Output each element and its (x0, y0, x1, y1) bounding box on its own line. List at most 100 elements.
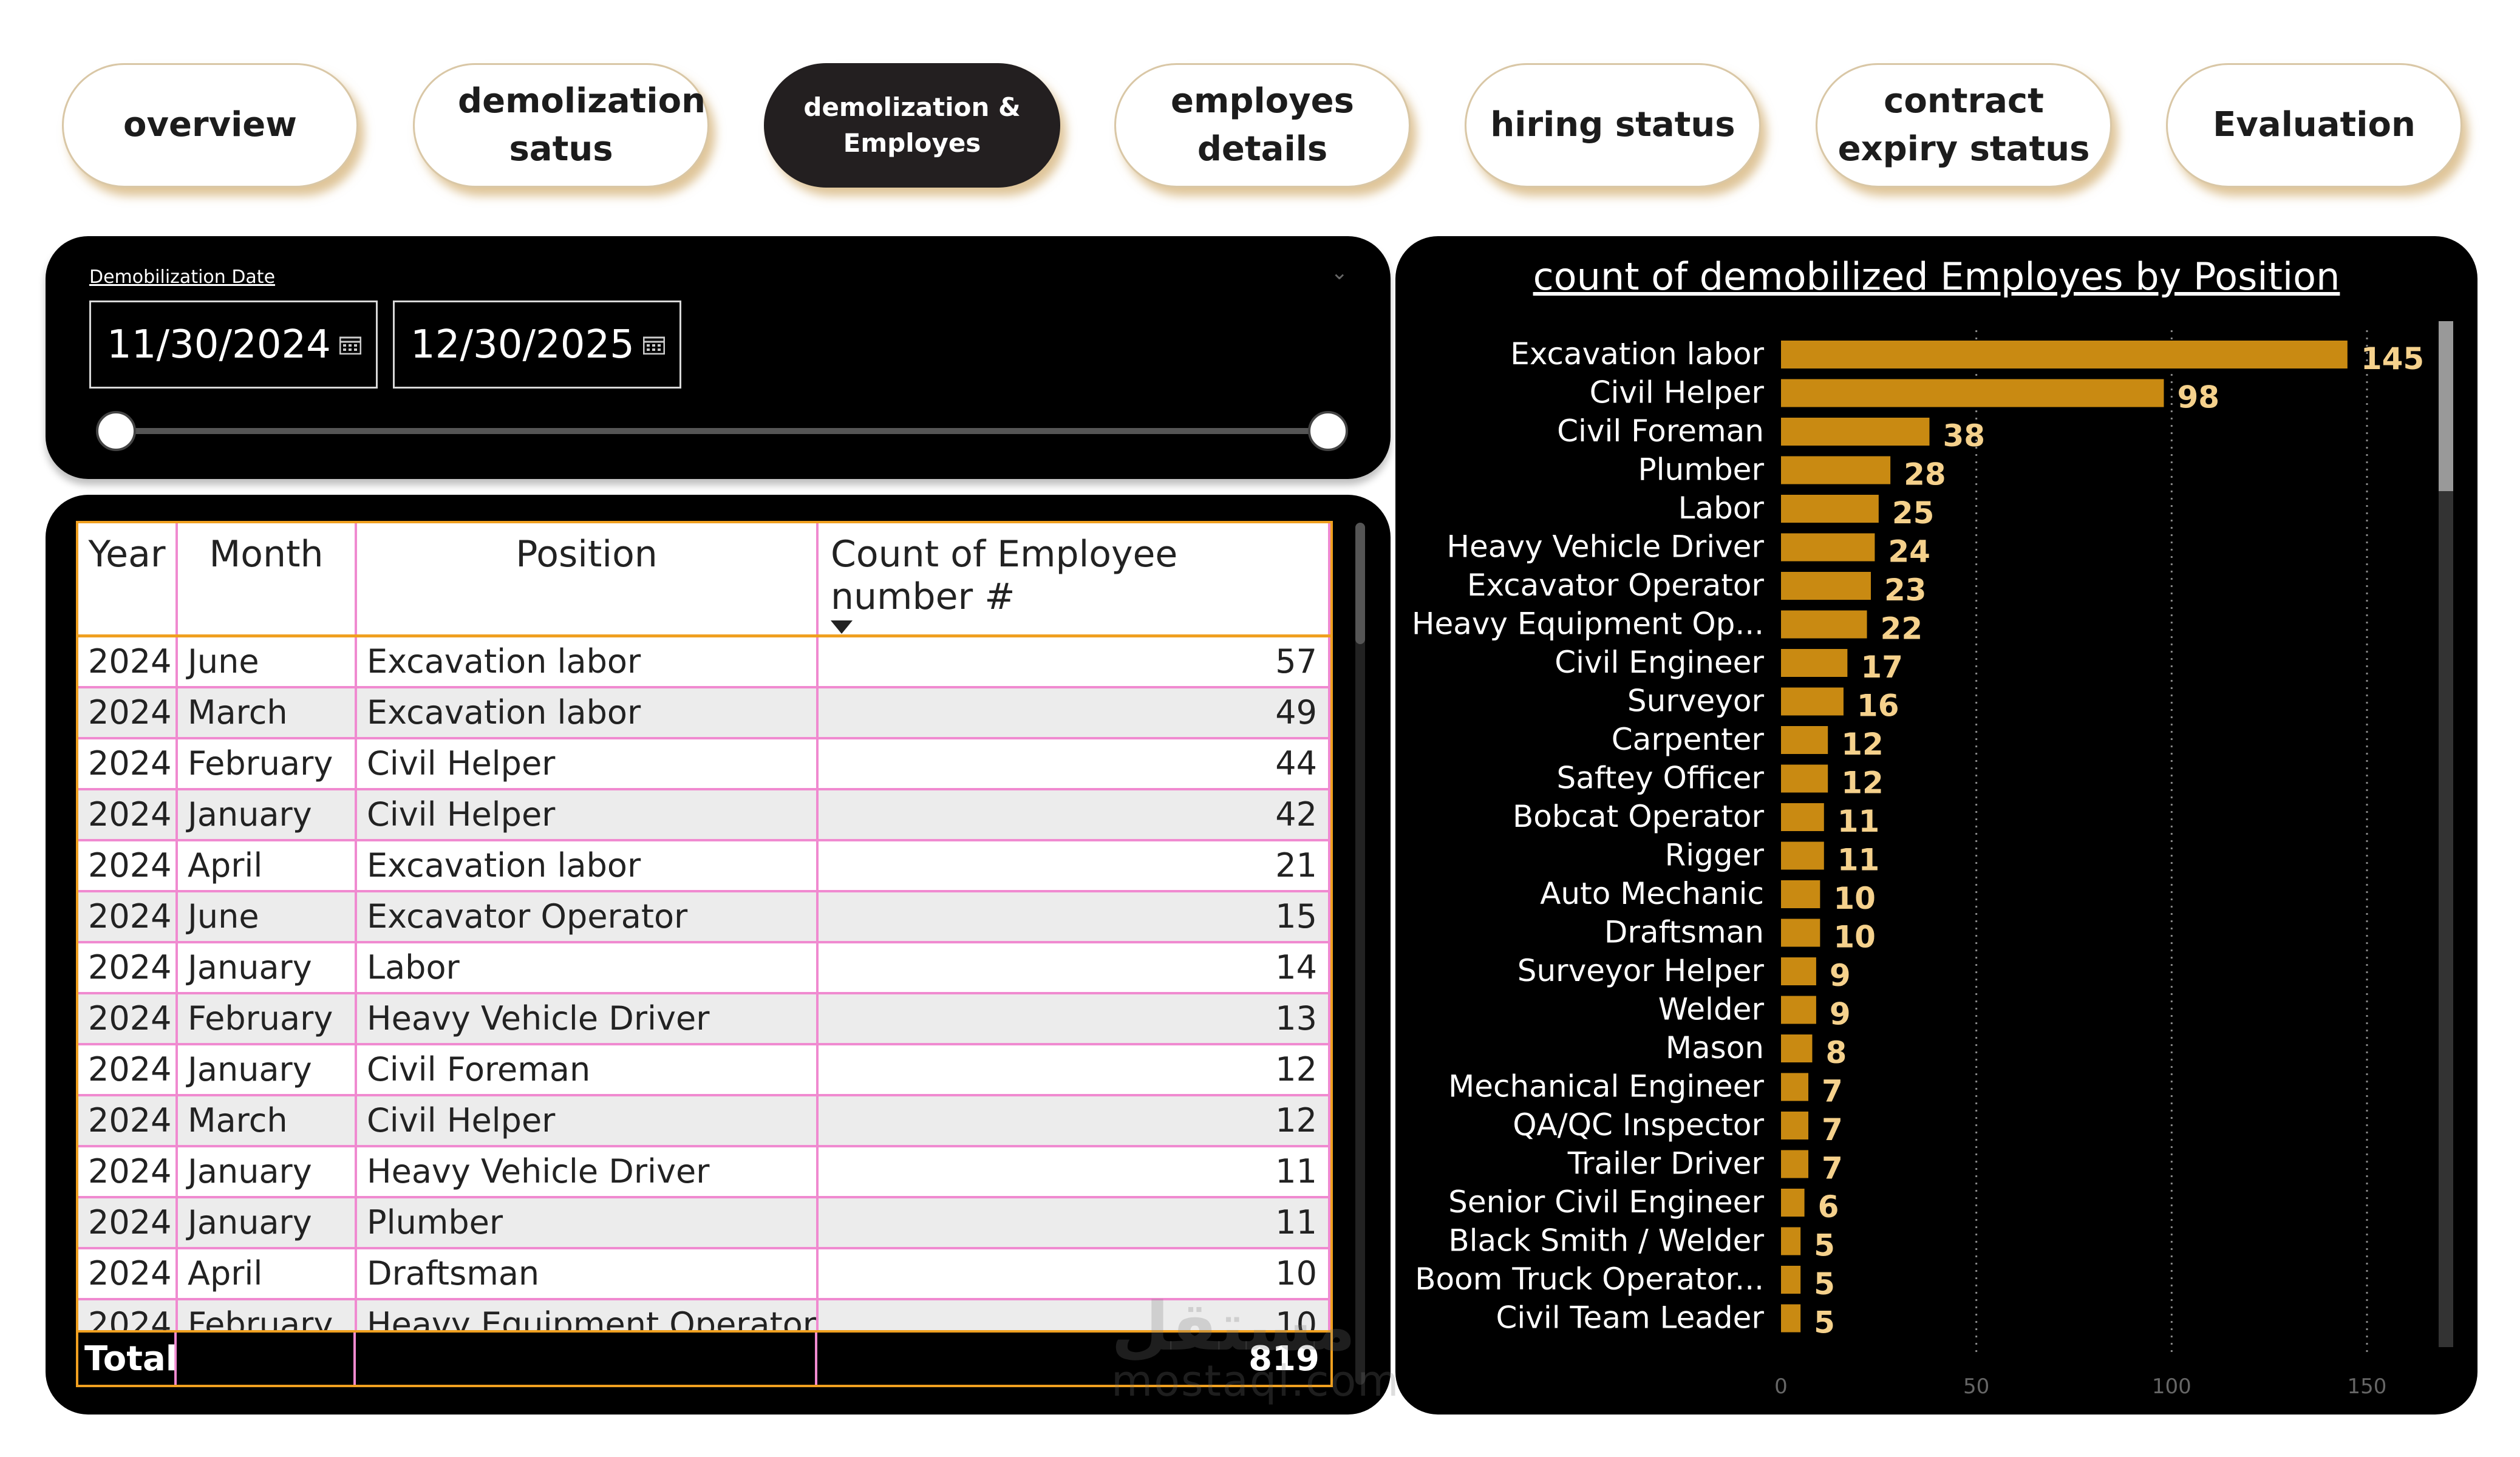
start-date-value: 11/30/2024 (107, 322, 331, 367)
end-date-input[interactable]: 12/30/2025 (393, 301, 681, 389)
header-position[interactable]: Position (356, 523, 819, 636)
slider-start-handle[interactable] (96, 411, 136, 451)
filter-label: Demobilization Date (89, 267, 276, 288)
cell-month: March (177, 1095, 357, 1147)
bar[interactable] (1781, 1266, 1801, 1294)
total-value: 819 (1248, 1339, 1320, 1379)
chart-scrollbar-thumb[interactable] (2439, 321, 2453, 491)
bar[interactable] (1781, 880, 1820, 908)
date-filter-panel: Demobilization Date ⌄ 11/30/2024 12/30/2… (46, 236, 1391, 479)
table-row[interactable]: 2024 January Civil Foreman 12 (78, 1044, 1330, 1096)
data-label: 8 (1825, 1035, 1847, 1070)
bar[interactable] (1781, 495, 1879, 523)
category-label: Black Smith / Welder (1448, 1223, 1764, 1258)
bar[interactable] (1781, 803, 1824, 831)
table-row[interactable]: 2024 February Civil Helper 44 (78, 738, 1330, 790)
data-label: 38 (1943, 418, 1985, 453)
bar[interactable] (1781, 1304, 1801, 1333)
cell-position: Excavator Operator (356, 891, 819, 943)
chart-panel: count of demobilized Employes by Positio… (1395, 236, 2477, 1415)
tab-label: demolization & Employes (803, 92, 1021, 158)
cell-year: 2024 (78, 840, 178, 892)
table-row[interactable]: 2024 March Excavation labor 49 (78, 687, 1330, 739)
bar[interactable] (1781, 456, 1891, 484)
bar[interactable] (1781, 1112, 1809, 1139)
date-range-slider-track[interactable] (118, 428, 1330, 434)
bar[interactable] (1781, 1034, 1813, 1062)
cell-year: 2024 (78, 1146, 178, 1198)
table-row[interactable]: 2024 January Heavy Vehicle Driver 11 (78, 1146, 1330, 1198)
table-row[interactable]: 2024 April Draftsman 10 (78, 1248, 1330, 1300)
table-row[interactable]: 2024 February Heavy Vehicle Driver 13 (78, 993, 1330, 1045)
bar[interactable] (1781, 418, 1930, 446)
total-label: Total (78, 1333, 177, 1385)
table-scrollbar[interactable] (1355, 523, 1365, 1385)
bar[interactable] (1781, 1073, 1809, 1101)
start-date-input[interactable]: 11/30/2024 (89, 301, 378, 389)
table-row[interactable]: 2024 January Civil Helper 42 (78, 789, 1330, 841)
tab-demolization-status[interactable]: demolization satus (413, 63, 709, 188)
bar[interactable] (1781, 687, 1844, 716)
data-label: 10 (1833, 920, 1876, 955)
category-label: Boom Truck Operator... (1415, 1262, 1764, 1297)
bar[interactable] (1781, 379, 2164, 407)
slider-end-handle[interactable] (1308, 411, 1348, 451)
cell-count: 10 (817, 1248, 1330, 1300)
tab-label: employes details (1171, 81, 1354, 169)
cell-year: 2024 (78, 891, 178, 943)
data-label: 28 (1904, 457, 1946, 492)
table-row[interactable]: 2024 April Excavation labor 21 (78, 840, 1330, 892)
bar[interactable] (1781, 649, 1848, 677)
cell-count: 57 (817, 636, 1330, 688)
bar[interactable] (1781, 841, 1824, 870)
bar[interactable] (1781, 919, 1820, 947)
category-label: Welder (1658, 992, 1765, 1027)
bar[interactable] (1781, 996, 1816, 1024)
cell-year: 2024 (78, 636, 178, 688)
tab-hiring-status[interactable]: hiring status (1465, 63, 1761, 188)
bar[interactable] (1781, 726, 1828, 754)
cell-month: February (177, 738, 357, 790)
calendar-icon[interactable] (643, 335, 665, 355)
data-label: 5 (1814, 1228, 1835, 1263)
table-row[interactable]: 2024 March Civil Helper 12 (78, 1095, 1330, 1147)
bar[interactable] (1781, 572, 1871, 600)
table-row[interactable]: 2024 June Excavation labor 57 (78, 636, 1330, 688)
cell-position: Heavy Vehicle Driver (356, 993, 819, 1045)
tab-overview[interactable]: overview (62, 63, 358, 188)
cell-count: 11 (817, 1197, 1330, 1249)
tab-demolization-employes[interactable]: demolization & Employes (764, 63, 1060, 188)
end-date-value: 12/30/2025 (410, 322, 635, 367)
chart-scrollbar[interactable] (2439, 321, 2453, 1347)
cell-position: Labor (356, 942, 819, 994)
tab-employes-details[interactable]: employes details (1114, 63, 1411, 188)
header-count[interactable]: Count of Employee number # (817, 523, 1330, 636)
header-year[interactable]: Year (78, 523, 178, 636)
bar[interactable] (1781, 957, 1816, 985)
header-month[interactable]: Month (177, 523, 357, 636)
table-row[interactable]: 2024 January Labor 14 (78, 942, 1330, 994)
category-label: Saftey Officer (1557, 761, 1765, 796)
cell-position: Civil Helper (356, 1095, 819, 1147)
category-label: Civil Foreman (1557, 413, 1764, 449)
cell-position: Heavy Vehicle Driver (356, 1146, 819, 1198)
bar[interactable] (1781, 533, 1875, 562)
table-scrollbar-thumb[interactable] (1355, 523, 1365, 644)
category-label: Draftsman (1604, 915, 1764, 950)
data-label: 9 (1830, 997, 1851, 1032)
table-row[interactable]: 2024 June Excavator Operator 15 (78, 891, 1330, 943)
calendar-icon[interactable] (339, 335, 361, 355)
tab-evaluation[interactable]: Evaluation (2166, 63, 2462, 188)
bar[interactable] (1781, 1227, 1801, 1255)
tab-contract-expiry-status[interactable]: contract expiry status (1816, 63, 2112, 188)
chevron-down-icon[interactable]: ⌄ (1330, 260, 1349, 285)
table-row[interactable]: 2024 January Plumber 11 (78, 1197, 1330, 1249)
bar[interactable] (1781, 1189, 1805, 1217)
bar[interactable] (1781, 764, 1828, 793)
bar[interactable] (1781, 610, 1867, 639)
cell-position: Civil Foreman (356, 1044, 819, 1096)
cell-position: Excavation labor (356, 636, 819, 688)
bar[interactable] (1781, 341, 2348, 368)
watermark: مستقل mostaql.com (1111, 1293, 1400, 1402)
bar[interactable] (1781, 1150, 1809, 1178)
